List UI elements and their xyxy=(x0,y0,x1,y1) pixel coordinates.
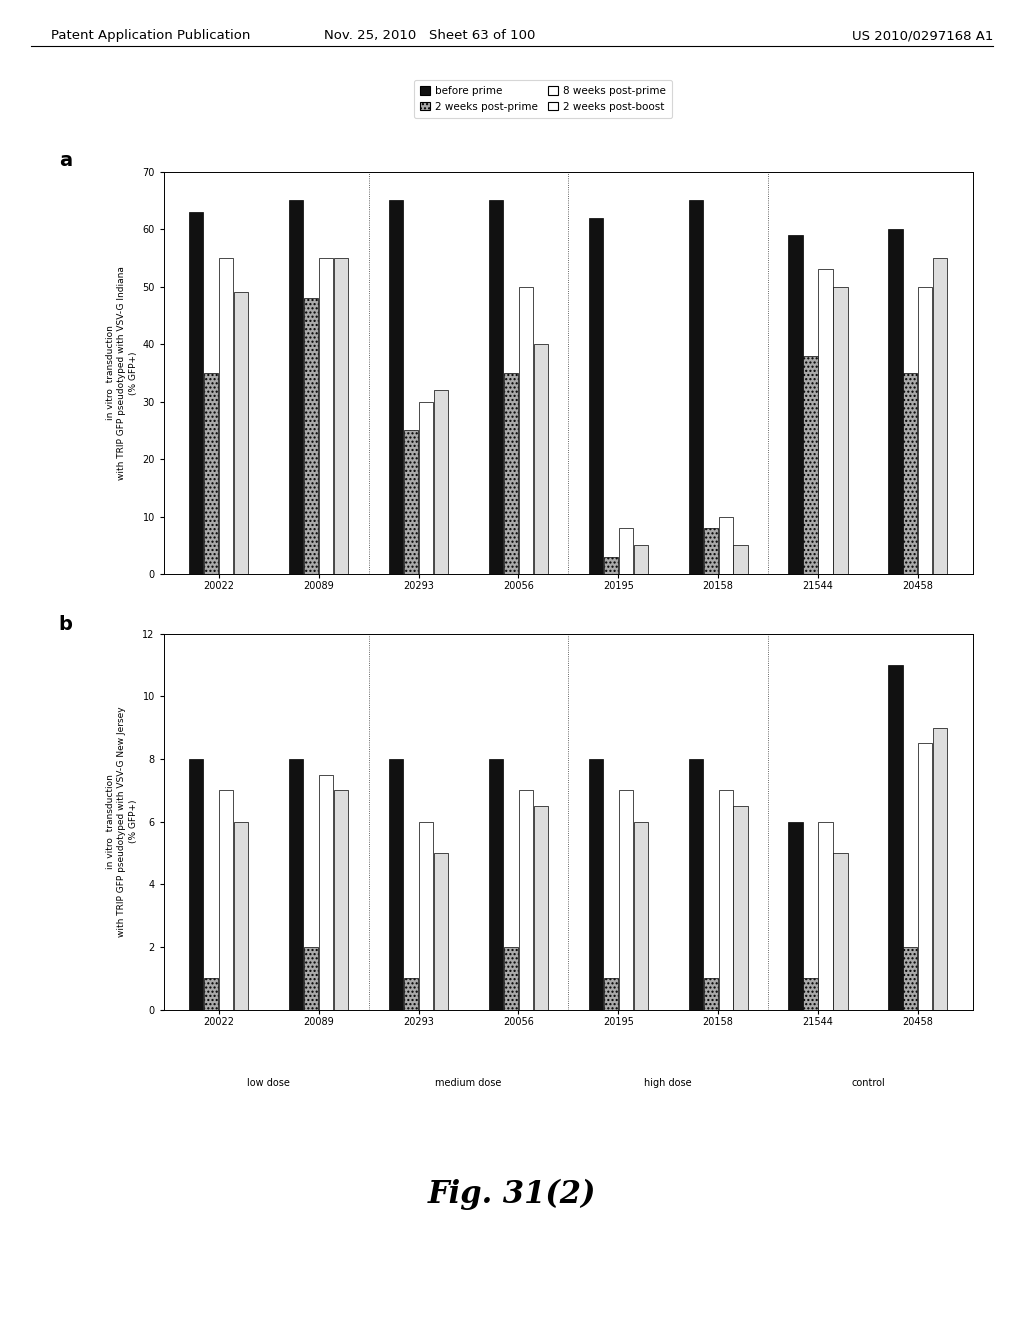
Bar xyxy=(289,201,303,574)
Bar xyxy=(334,257,348,574)
Bar xyxy=(204,374,218,574)
Bar xyxy=(403,978,418,1010)
Bar xyxy=(804,355,817,574)
Bar xyxy=(504,374,518,574)
Bar xyxy=(488,759,503,1010)
Text: control: control xyxy=(851,647,885,656)
Text: medium dose: medium dose xyxy=(435,647,502,656)
Bar xyxy=(519,286,532,574)
Bar xyxy=(688,201,702,574)
Y-axis label: in vitro  transduction
with TRIP GFP pseudotyped with VSV-G Indiana
(% GFP+): in vitro transduction with TRIP GFP pseu… xyxy=(105,265,138,480)
Text: low dose: low dose xyxy=(247,647,290,656)
Bar xyxy=(189,213,204,574)
Bar xyxy=(919,743,933,1010)
Bar xyxy=(403,430,418,574)
Bar xyxy=(304,948,318,1010)
Bar xyxy=(888,230,902,574)
Text: Fig. 31(2): Fig. 31(2) xyxy=(428,1179,596,1210)
Bar xyxy=(634,821,648,1010)
Bar xyxy=(304,298,318,574)
Bar xyxy=(204,978,218,1010)
Bar xyxy=(903,948,918,1010)
Bar xyxy=(319,257,333,574)
Bar xyxy=(788,235,803,574)
Bar xyxy=(334,791,348,1010)
Legend: before prime, 2 weeks post-prime, 8 weeks post-prime, 2 weeks post-boost: before prime, 2 weeks post-prime, 8 week… xyxy=(414,81,672,117)
Bar xyxy=(589,218,603,574)
Bar xyxy=(888,665,902,1010)
Bar xyxy=(534,345,548,574)
Bar xyxy=(434,853,449,1010)
Text: high dose: high dose xyxy=(644,1077,692,1088)
Bar xyxy=(234,293,249,574)
Bar xyxy=(719,516,733,574)
Bar xyxy=(434,391,449,574)
Bar xyxy=(219,791,233,1010)
Bar xyxy=(419,401,433,574)
Bar xyxy=(219,257,233,574)
Bar xyxy=(289,759,303,1010)
Bar xyxy=(618,528,633,574)
Text: US 2010/0297168 A1: US 2010/0297168 A1 xyxy=(852,29,993,42)
Bar xyxy=(604,978,617,1010)
Text: a: a xyxy=(58,152,72,170)
Bar xyxy=(818,269,833,574)
Bar xyxy=(189,759,204,1010)
Bar xyxy=(389,201,403,574)
Text: low dose: low dose xyxy=(247,1077,290,1088)
Bar xyxy=(534,807,548,1010)
Bar xyxy=(488,201,503,574)
Bar xyxy=(234,821,249,1010)
Bar xyxy=(733,545,748,574)
Text: medium dose: medium dose xyxy=(435,1077,502,1088)
Bar xyxy=(519,791,532,1010)
Bar xyxy=(834,286,848,574)
Bar xyxy=(719,791,733,1010)
Bar xyxy=(703,528,718,574)
Bar xyxy=(688,759,702,1010)
Bar xyxy=(389,759,403,1010)
Bar xyxy=(618,791,633,1010)
Bar xyxy=(504,948,518,1010)
Y-axis label: in vitro  transduction
with TRIP GFP pseudotyped with VSV-G New Jersey
(% GFP+): in vitro transduction with TRIP GFP pseu… xyxy=(105,706,138,937)
Text: control: control xyxy=(851,1077,885,1088)
Bar xyxy=(919,286,933,574)
Text: Patent Application Publication: Patent Application Publication xyxy=(51,29,251,42)
Text: b: b xyxy=(58,615,73,634)
Bar xyxy=(804,978,817,1010)
Bar xyxy=(589,759,603,1010)
Bar xyxy=(419,821,433,1010)
Bar xyxy=(933,257,947,574)
Bar xyxy=(903,374,918,574)
Bar xyxy=(634,545,648,574)
Bar xyxy=(834,853,848,1010)
Bar xyxy=(733,807,748,1010)
Text: high dose: high dose xyxy=(644,647,692,656)
Bar xyxy=(818,821,833,1010)
Bar xyxy=(933,727,947,1010)
Bar xyxy=(604,557,617,574)
Bar xyxy=(703,978,718,1010)
Text: Nov. 25, 2010   Sheet 63 of 100: Nov. 25, 2010 Sheet 63 of 100 xyxy=(325,29,536,42)
Bar xyxy=(319,775,333,1010)
Bar xyxy=(788,821,803,1010)
